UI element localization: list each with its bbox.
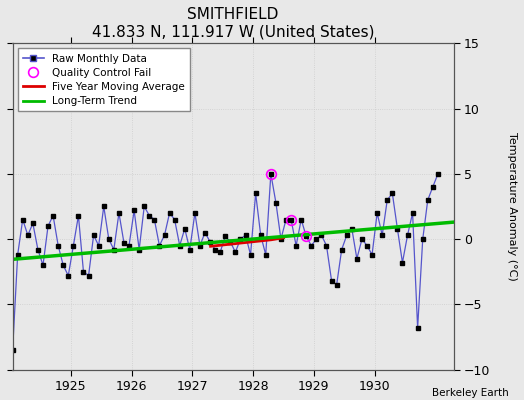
- Title: SMITHFIELD
41.833 N, 111.917 W (United States): SMITHFIELD 41.833 N, 111.917 W (United S…: [92, 7, 374, 39]
- Y-axis label: Temperature Anomaly (°C): Temperature Anomaly (°C): [507, 132, 517, 281]
- Legend: Raw Monthly Data, Quality Control Fail, Five Year Moving Average, Long-Term Tren: Raw Monthly Data, Quality Control Fail, …: [18, 48, 190, 112]
- Text: Berkeley Earth: Berkeley Earth: [432, 388, 508, 398]
